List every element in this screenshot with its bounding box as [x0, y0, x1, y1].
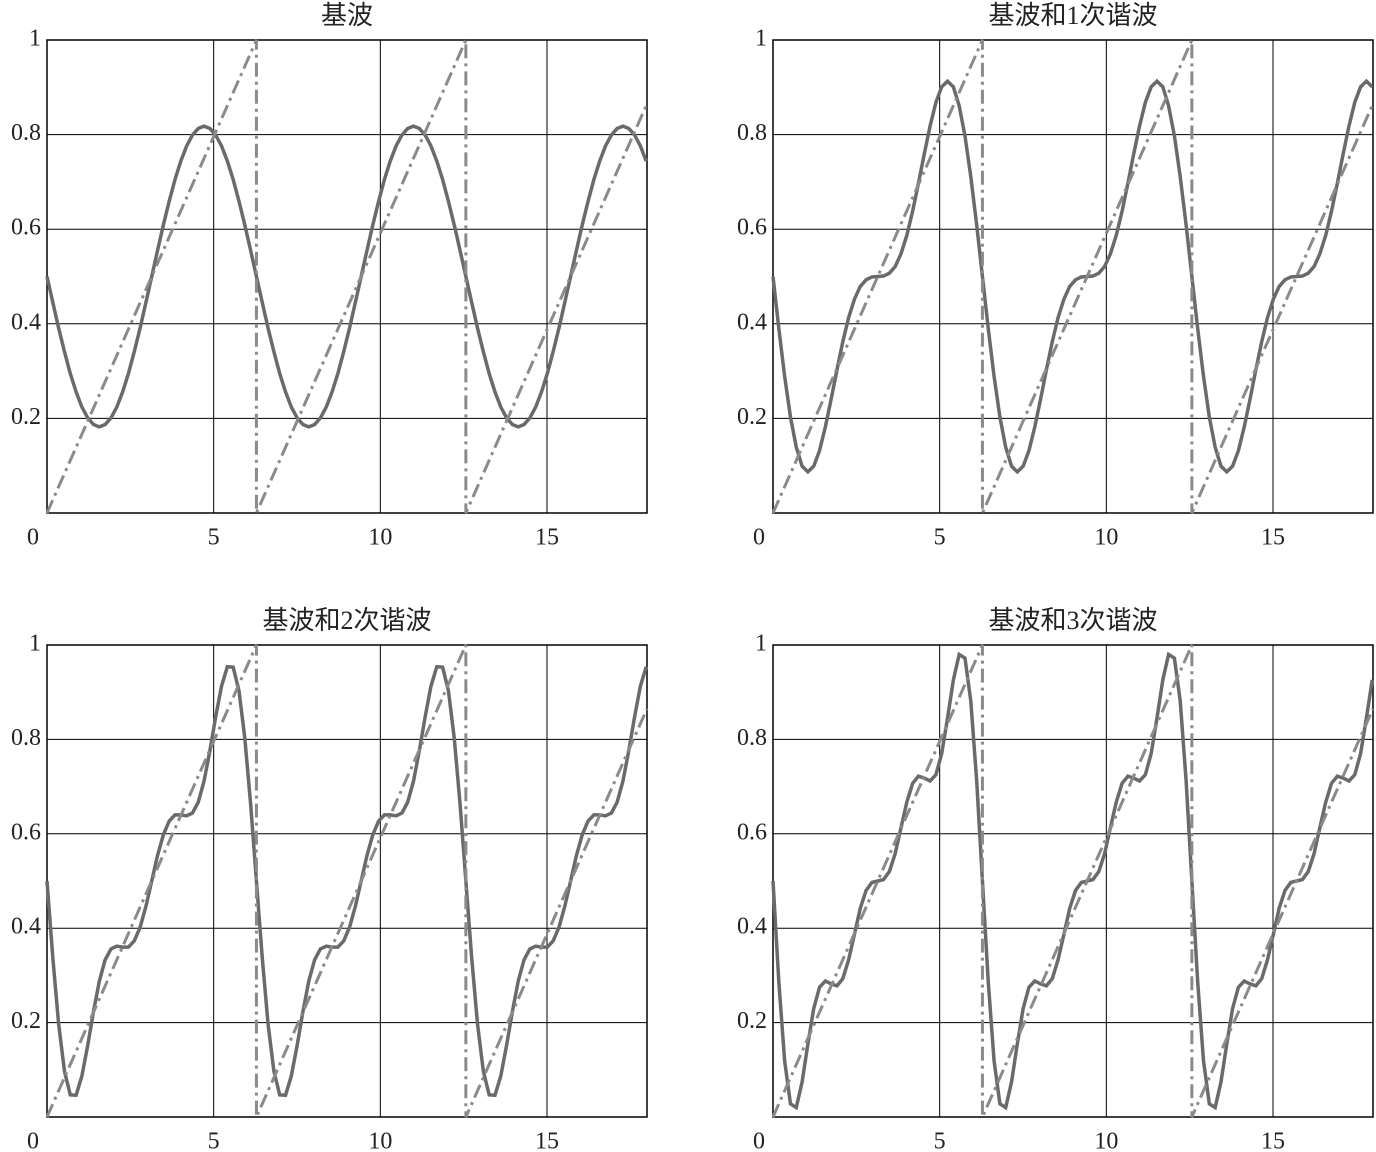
x-tick-label: 15	[535, 525, 559, 551]
x-tick-label: 0	[27, 1129, 39, 1152]
y-tick-label: 0.2	[737, 1008, 767, 1034]
x-tick-label: 5	[934, 525, 946, 551]
y-tick-label: 0.2	[11, 1008, 41, 1034]
x-tick-label: 15	[1261, 1129, 1285, 1152]
sawtooth-line	[45, 644, 649, 1118]
y-tick-label: 0.4	[737, 914, 767, 940]
y-tick-label: 0.8	[737, 120, 767, 146]
y-tick-label: 0.8	[737, 725, 767, 751]
chart-title: 基波和3次谐波	[988, 606, 1157, 635]
y-tick-label: 0.4	[11, 309, 41, 335]
y-tick-label: 1	[755, 26, 767, 52]
x-tick-label: 15	[1261, 525, 1285, 551]
x-tick-label: 0	[753, 525, 765, 551]
plot-frame	[772, 39, 1374, 514]
y-tick-label: 1	[755, 631, 767, 657]
sawtooth-line	[771, 39, 1375, 514]
y-tick-label: 0.6	[11, 819, 41, 845]
x-tick-label: 0	[27, 525, 39, 551]
x-tick-label: 5	[208, 525, 220, 551]
fourier-line	[45, 124, 648, 429]
x-tick-label: 5	[934, 1129, 946, 1152]
plot-frame	[46, 39, 648, 514]
x-tick-label: 5	[208, 1129, 220, 1152]
x-tick-label: 0	[753, 1129, 765, 1152]
plot-frame	[772, 644, 1374, 1118]
y-tick-label: 0.8	[11, 725, 41, 751]
y-tick-label: 0.2	[11, 404, 41, 430]
x-tick-label: 10	[1094, 525, 1118, 551]
x-tick-label: 10	[368, 525, 392, 551]
fourier-line	[771, 651, 1374, 1111]
chart-title: 基波	[321, 1, 373, 30]
y-tick-label: 0.6	[737, 819, 767, 845]
chart-title: 基波和2次谐波	[262, 606, 431, 635]
x-tick-label: 10	[368, 1129, 392, 1152]
y-tick-label: 0.8	[11, 120, 41, 146]
y-tick-label: 0.2	[737, 404, 767, 430]
sawtooth-line	[45, 39, 649, 514]
y-tick-label: 1	[29, 26, 41, 52]
fourier-line	[45, 664, 648, 1098]
y-tick-label: 0.6	[11, 215, 41, 241]
x-tick-label: 10	[1094, 1129, 1118, 1152]
sawtooth-line	[771, 644, 1375, 1118]
fourier-line	[771, 78, 1374, 475]
chart-title: 基波和1次谐波	[988, 1, 1157, 30]
y-tick-label: 0.4	[737, 309, 767, 335]
x-tick-label: 15	[535, 1129, 559, 1152]
y-tick-label: 0.4	[11, 914, 41, 940]
plot-frame	[46, 644, 648, 1118]
y-tick-label: 1	[29, 631, 41, 657]
y-tick-label: 0.6	[737, 215, 767, 241]
